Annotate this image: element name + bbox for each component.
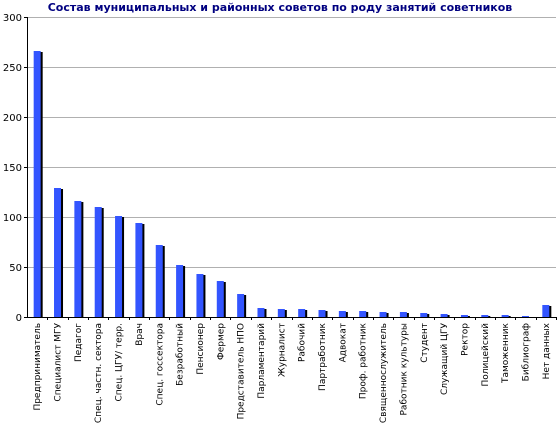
x-tick-label: Проф. работник bbox=[359, 322, 369, 399]
x-tick-label: Рабочий bbox=[298, 323, 308, 362]
bar bbox=[542, 305, 550, 317]
bar bbox=[94, 207, 102, 317]
x-tick-label: Библиограф bbox=[521, 323, 531, 382]
y-tick-label: 200 bbox=[3, 113, 22, 124]
bar bbox=[420, 313, 428, 317]
x-tick-label: Партработник bbox=[318, 322, 328, 390]
y-tick-label: 300 bbox=[3, 13, 22, 24]
bar bbox=[237, 294, 245, 317]
bar bbox=[338, 311, 346, 317]
bar bbox=[277, 309, 285, 317]
bar bbox=[33, 51, 41, 317]
bar bbox=[74, 201, 82, 317]
x-tick-label: Педагог bbox=[74, 323, 84, 362]
x-tick-label: Служащий ЦГУ bbox=[440, 322, 450, 394]
bar bbox=[216, 281, 224, 317]
x-tick-label: Предприниматель bbox=[33, 323, 43, 411]
y-tick-labels: 0 50 100 150 200 250 300 bbox=[3, 13, 22, 324]
bar bbox=[54, 188, 62, 317]
x-tick-label: Адвокат bbox=[338, 323, 348, 362]
bar bbox=[379, 312, 387, 317]
bar bbox=[257, 308, 265, 317]
x-tick-label: Спец. ЦГУ/ терр. bbox=[115, 323, 125, 401]
x-tick-label: Безработный bbox=[176, 323, 186, 386]
bar bbox=[460, 315, 468, 317]
x-tick-label: Полицейский bbox=[481, 323, 491, 387]
y-tick-label: 100 bbox=[3, 213, 22, 224]
x-tick-label: Работник культуры bbox=[399, 323, 409, 415]
x-tick-labels: Предприниматель Специалист МГУ Педагог Спец… bbox=[33, 322, 552, 423]
x-tick-label: Специалист МГУ bbox=[54, 322, 64, 401]
x-tick-label: Студент bbox=[420, 323, 430, 363]
bar bbox=[501, 315, 509, 317]
bar bbox=[359, 311, 367, 317]
x-tick-label: Ректор bbox=[460, 323, 470, 356]
y-tick-label: 50 bbox=[9, 263, 22, 274]
x-tick-label: Врач bbox=[135, 323, 145, 346]
bar bbox=[481, 315, 489, 317]
bar bbox=[318, 310, 326, 317]
x-tick-label: Пенсионер bbox=[196, 323, 206, 375]
x-tick-label: Спец. госсектора bbox=[155, 323, 165, 406]
x-tick-label: Священнослужитель bbox=[379, 323, 389, 423]
bar bbox=[155, 245, 163, 317]
bar bbox=[176, 265, 184, 317]
x-tick-label: Нет данных bbox=[542, 322, 552, 379]
x-tick-label: Журналист bbox=[277, 323, 287, 377]
bar bbox=[521, 316, 529, 317]
chart-title: Состав муниципальных и районных советов … bbox=[47, 1, 513, 14]
axes bbox=[24, 17, 557, 320]
x-tick-label: Спец. частн. сектора bbox=[94, 323, 104, 423]
bar bbox=[298, 309, 306, 317]
x-tick-label: Фермер bbox=[216, 323, 226, 360]
bar bbox=[135, 223, 143, 317]
bar bbox=[440, 314, 448, 317]
bar bbox=[399, 312, 407, 317]
bar bbox=[196, 274, 204, 317]
x-tick-label: Парламентарий bbox=[257, 323, 267, 399]
gridlines bbox=[27, 17, 556, 268]
bars bbox=[33, 51, 552, 317]
y-tick-label: 150 bbox=[3, 163, 22, 174]
y-tick-label: 0 bbox=[16, 313, 22, 324]
bar bbox=[115, 216, 123, 317]
x-tick-label: Представитель НПО bbox=[237, 323, 247, 419]
x-tick-label: Таможенник bbox=[501, 322, 511, 384]
y-tick-label: 250 bbox=[3, 63, 22, 74]
